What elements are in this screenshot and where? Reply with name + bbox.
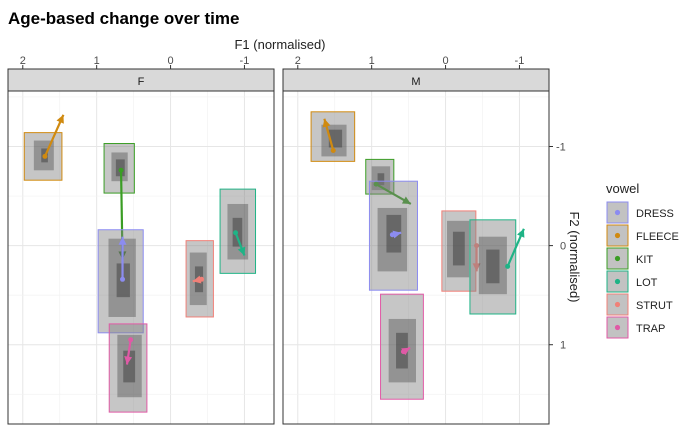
trajectory-arrowhead [392,230,402,239]
legend: vowel DRESS FLEECE KIT LOT STRUT TRAP [606,181,679,339]
trajectory-arrowhead [472,263,481,272]
y-tick-label: 0 [560,241,566,253]
density-box-outer [219,188,257,274]
legend-item-fleece: FLEECE [606,224,679,247]
trajectory-start-point [373,181,379,187]
legend-key-point [614,324,621,331]
series-trap [380,293,424,400]
trajectory-arrowhead [517,228,525,238]
x-tick-label: 1 [94,55,100,67]
x-tick-label: 0 [167,55,173,67]
trajectory-start-point [233,230,239,236]
series-strut [185,240,214,318]
series-lot [219,188,257,274]
density-box-outer [365,158,395,195]
trajectory-arrowhead [401,196,411,204]
legend-items: DRESS FLEECE KIT LOT STRUT TRAP [606,201,679,339]
y-axis-title: F2 (normalised) [567,211,582,302]
legend-item-trap: TRAP [606,316,665,339]
facet-data [23,114,257,413]
series-dress [368,180,418,291]
legend-key-point [614,278,621,285]
x-tick-label: -1 [515,55,525,67]
density-box-middle [447,220,470,278]
density-box-outer [108,323,148,413]
legend-label: FLEECE [636,231,679,243]
facet-strip-label: M [411,76,420,88]
x-tick-label: 0 [442,55,448,67]
trajectory-arrowhead [56,114,64,124]
trajectory-start-point [199,276,205,282]
legend-label: STRUT [636,300,673,312]
trajectory-start-point [400,349,406,355]
trajectory-arrowhead [237,246,246,256]
trajectory-arrowhead [322,118,331,128]
density-box-inner [115,159,125,177]
legend-item-dress: DRESS [606,201,674,224]
legend-item-kit: KIT [606,247,653,270]
density-box-outer [310,111,356,162]
legend-label: LOT [636,277,658,289]
x-tick-label: 1 [369,55,375,67]
trajectory-start-point [42,153,48,159]
facet-panel-f: F 2 1 0 -1 [7,55,275,425]
trajectory-start-point [505,263,511,269]
chart-title: Age-based change over time [8,9,239,28]
facet-strip-label: F [138,76,145,88]
trajectory-start-point [120,276,126,282]
density-box-outer [185,240,214,318]
density-box-middle [377,207,408,272]
legend-label: KIT [636,254,653,266]
legend-label: TRAP [636,323,665,335]
panel-border [282,90,550,425]
density-box-outer [380,293,424,400]
trajectory-start-point [474,243,480,249]
series-trap [108,323,148,413]
y-tick-label: 1 [560,340,566,352]
density-box-outer [97,229,144,334]
trajectory-start-point [389,232,395,238]
facet-panel-m: M 2 1 0 -1 [282,55,550,425]
legend-key-point [614,209,621,216]
trajectory-arrowhead [124,356,133,365]
facet-data [310,111,525,400]
gridlines [8,91,274,424]
legend-item-lot: LOT [606,270,658,293]
legend-key-point [614,232,621,239]
density-box-inner [452,231,465,266]
series-dress [97,229,144,334]
gridlines [283,91,549,424]
x-tick-label: -1 [240,55,250,67]
legend-key-point [614,301,621,308]
series-fleece [23,114,65,181]
density-box-outer [103,143,135,194]
panel-border [7,90,275,425]
density-box-middle [478,236,507,295]
series-kit [365,158,412,205]
legend-title: vowel [606,181,639,196]
trajectory-arrowhead [118,236,127,245]
series-lot [469,219,525,315]
trajectory-start-point [128,337,134,343]
facets: F 2 1 0 -1 M 2 1 0 -1 [7,55,550,425]
density-box-inner [486,249,500,284]
density-box-middle [111,152,128,182]
legend-label: DRESS [636,208,674,220]
trajectory-arrowhead [192,275,202,284]
y-axis: -1 0 1 [549,142,566,352]
series-fleece [310,111,356,162]
x-tick-label: 2 [20,55,26,67]
x-axis-title: F1 (normalised) [234,37,325,52]
density-box-inner [123,350,136,383]
trajectory-start-point [330,147,336,153]
x-tick-label: 2 [295,55,301,67]
legend-key-point [614,255,621,262]
trajectory-start-point [118,167,124,173]
y-tick-label: -1 [556,142,566,154]
density-box-inner [377,173,385,186]
legend-item-strut: STRUT [606,293,673,316]
